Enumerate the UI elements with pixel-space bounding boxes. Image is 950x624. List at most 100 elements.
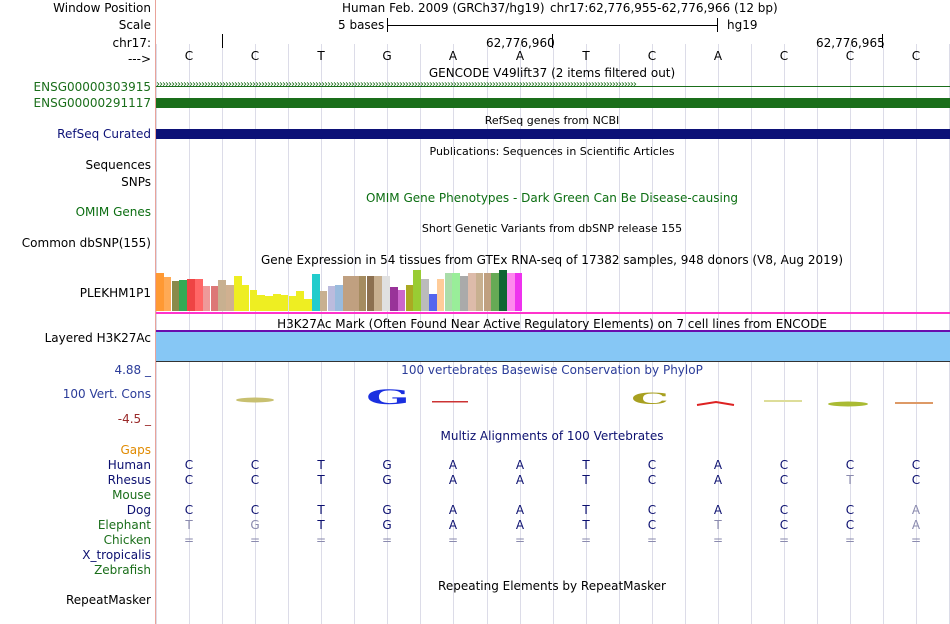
phylop-mark-g: G <box>366 385 410 409</box>
label-mouse[interactable]: Mouse <box>112 488 151 502</box>
alignment-base-chicken: = <box>910 533 922 547</box>
alignment-base-elephant: T <box>582 518 590 532</box>
gtex-tissue-bar[interactable] <box>483 273 492 311</box>
gtex-tissue-bar[interactable] <box>436 279 445 311</box>
label-rhesus[interactable]: Rhesus <box>107 473 151 487</box>
label-common-dbsnp[interactable]: Common dbSNP(155) <box>21 236 151 250</box>
gtex-tissue-bar[interactable] <box>202 286 211 311</box>
gtex-tissue-bar[interactable] <box>429 294 437 311</box>
label-refseq-curated[interactable]: RefSeq Curated <box>57 127 151 141</box>
gtex-tissue-bar[interactable] <box>421 279 429 311</box>
scale-db: hg19 <box>727 18 758 32</box>
label-dog[interactable]: Dog <box>126 503 151 517</box>
base-letter: C <box>184 49 194 63</box>
alignment-base-elephant: G <box>382 518 392 532</box>
gtex-tissue-bar[interactable] <box>382 276 390 311</box>
label-human[interactable]: Human <box>107 458 151 472</box>
gene-feature-ensg-303915[interactable]: ››››››››››››››››››››››››››››››››››››››››… <box>156 81 950 93</box>
gtex-tissue-bar[interactable] <box>218 280 226 311</box>
alignment-base-rhesus: C <box>647 473 657 487</box>
gtex-tissue-bar[interactable] <box>405 285 414 311</box>
dbsnp-title: Short Genetic Variants from dbSNP releas… <box>421 222 683 235</box>
gene-feature-ensg-291117[interactable] <box>156 98 950 108</box>
gtex-tissue-bar[interactable] <box>156 273 164 311</box>
track-area[interactable]: Human Feb. 2009 (GRCh37/hg19) chr17:62,7… <box>156 0 950 624</box>
alignment-base-dog: C <box>779 503 789 517</box>
phylop-mark-c3 <box>764 400 802 402</box>
alignment-base-dog: A <box>515 503 525 517</box>
label-zebrafish[interactable]: Zebrafish <box>94 563 151 577</box>
label-omim-genes[interactable]: OMIM Genes <box>75 205 151 219</box>
label-elephant[interactable]: Elephant <box>97 518 151 532</box>
label-plekhm1p1[interactable]: PLEKHM1P1 <box>79 286 151 300</box>
alignment-base-human: C <box>911 458 921 472</box>
alignment-base-dog: A <box>911 503 921 517</box>
gtex-tissue-bar[interactable] <box>499 270 507 311</box>
gtex-tissue-bar[interactable] <box>351 276 359 311</box>
refseq-gene-feature[interactable] <box>156 129 950 139</box>
base-letter: G <box>382 49 392 63</box>
gtex-expression-bars[interactable] <box>156 270 556 311</box>
gtex-tissue-bar[interactable] <box>288 296 297 311</box>
gtex-tissue-bar[interactable] <box>241 285 250 311</box>
gtex-tissue-bar[interactable] <box>319 291 328 311</box>
gtex-tissue-bar[interactable] <box>452 273 460 311</box>
gtex-tissue-bar[interactable] <box>358 276 367 311</box>
label-ensg-291117[interactable]: ENSG00000291117 <box>33 96 151 110</box>
label-x-tropicalis[interactable]: X_tropicalis <box>82 548 151 562</box>
gtex-tissue-bar[interactable] <box>390 287 398 311</box>
gtex-tissue-bar[interactable] <box>397 290 406 311</box>
gtex-tissue-bar[interactable] <box>234 276 242 311</box>
gtex-tissue-bar[interactable] <box>226 285 234 311</box>
h3k27ac-signal[interactable] <box>156 330 950 362</box>
label-layered-h3k27ac[interactable]: Layered H3K27Ac <box>44 331 151 345</box>
gtex-tissue-bar[interactable] <box>280 295 289 311</box>
label-chicken[interactable]: Chicken <box>103 533 151 547</box>
gtex-tissue-bar[interactable] <box>327 286 336 311</box>
base-letter: T <box>317 49 325 63</box>
gtex-tissue-bar[interactable] <box>273 294 281 311</box>
gtex-tissue-bar[interactable] <box>179 280 187 311</box>
gtex-tissue-bar[interactable] <box>374 276 382 311</box>
label-100-vert-cons[interactable]: 100 Vert. Cons <box>62 387 151 401</box>
gtex-tissue-bar[interactable] <box>210 286 219 311</box>
gtex-tissue-bar[interactable] <box>187 279 195 311</box>
label-ensg-303915[interactable]: ENSG00000303915 <box>33 80 151 94</box>
alignment-base-elephant: C <box>647 518 657 532</box>
gtex-tissue-bar[interactable] <box>514 273 523 311</box>
gtex-tissue-bar[interactable] <box>366 276 375 311</box>
gtex-tissue-bar[interactable] <box>335 285 343 311</box>
gtex-tissue-bar[interactable] <box>296 291 304 311</box>
alignment-base-chicken: = <box>447 533 459 547</box>
alignment-base-rhesus: C <box>184 473 194 487</box>
label-gaps[interactable]: Gaps <box>120 443 151 457</box>
alignment-base-dog: C <box>647 503 657 517</box>
gtex-tissue-bar[interactable] <box>507 273 515 311</box>
gtex-tissue-bar[interactable] <box>312 274 320 311</box>
gtex-tissue-bar[interactable] <box>468 273 476 311</box>
alignment-base-human: C <box>647 458 657 472</box>
gtex-tissue-bar[interactable] <box>491 273 499 311</box>
alignment-base-elephant: T <box>714 518 722 532</box>
label-repeatmasker[interactable]: RepeatMasker <box>65 593 151 607</box>
repeatmasker-title: Repeating Elements by RepeatMasker <box>438 579 666 593</box>
gtex-tissue-bar[interactable] <box>413 270 421 311</box>
gtex-tissue-bar[interactable] <box>343 276 351 311</box>
gtex-tissue-bar[interactable] <box>249 290 258 311</box>
gtex-tissue-bar[interactable] <box>163 277 172 311</box>
scale-text: 5 bases <box>338 18 385 32</box>
label-sequences[interactable]: Sequences <box>85 158 151 172</box>
gtex-tissue-bar[interactable] <box>265 296 273 311</box>
gtex-tissue-bar[interactable] <box>257 295 265 311</box>
alignment-base-chicken: = <box>514 533 526 547</box>
gtex-tissue-bar[interactable] <box>304 299 312 311</box>
gtex-tissue-bar[interactable] <box>475 273 484 311</box>
alignment-base-dog: C <box>250 503 260 517</box>
gtex-tissue-bar[interactable] <box>171 281 180 311</box>
gtex-tissue-bar[interactable] <box>195 279 203 311</box>
phylop-logo[interactable]: G C <box>156 380 950 410</box>
track-labels-panel: Window Position Scale chr17: ---> ENSG00… <box>0 0 155 624</box>
gtex-tissue-bar[interactable] <box>444 273 453 311</box>
gtex-tissue-bar[interactable] <box>460 276 468 311</box>
label-snps[interactable]: SNPs <box>121 175 151 189</box>
